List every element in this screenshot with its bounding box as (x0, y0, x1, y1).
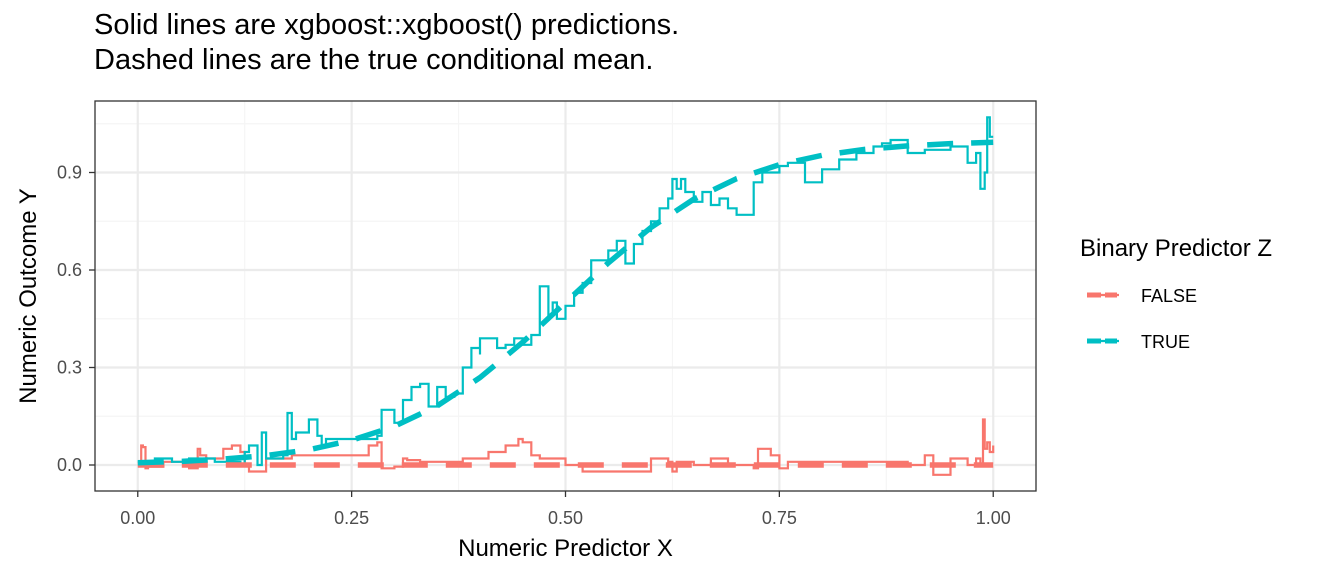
x-axis: 0.00 0.25 0.50 0.75 1.00 (120, 491, 1011, 528)
legend-items: FALSE TRUE (1087, 286, 1197, 352)
series-line-true-prediction (137, 116, 994, 467)
chart-title-line-1: Solid lines are xgboost::xgboost() predi… (94, 9, 680, 41)
y-axis: 0.0 0.3 0.6 0.9 (57, 163, 95, 475)
legend-label-true: TRUE (1141, 332, 1190, 352)
y-axis-title: Numeric Outcome Y (15, 188, 42, 404)
y-tick-label: 0.6 (57, 260, 82, 280)
x-tick-label: 0.75 (762, 508, 797, 528)
legend-title: Binary Predictor Z (1080, 235, 1272, 262)
x-tick-label: 0.00 (120, 508, 155, 528)
y-tick-label: 0.0 (57, 455, 82, 475)
chart-title-line-2: Dashed lines are the true conditional me… (94, 44, 654, 76)
y-tick-label: 0.3 (57, 358, 82, 378)
x-tick-label: 0.50 (548, 508, 583, 528)
x-axis-title: Numeric Predictor X (458, 535, 673, 562)
legend-label-false: FALSE (1141, 286, 1197, 306)
chart-title: Solid lines are xgboost::xgboost() predi… (94, 8, 679, 78)
series-line-false-prediction (137, 418, 995, 476)
y-tick-label: 0.9 (57, 163, 82, 183)
x-tick-label: 0.25 (334, 508, 369, 528)
series-layer (137, 116, 995, 476)
x-tick-label: 1.00 (976, 508, 1011, 528)
legend: Binary Predictor Z FALSE TRUE (1080, 235, 1272, 352)
series-line-true-true-mean (137, 139, 994, 466)
